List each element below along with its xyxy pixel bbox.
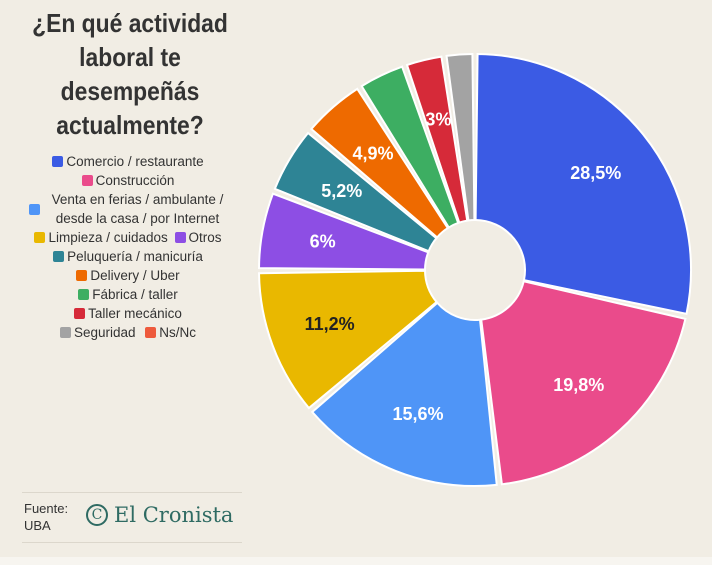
legend-item-construccion: Construcción <box>81 173 175 188</box>
el-cronista-logo: C El Cronista <box>86 503 233 527</box>
slice-label-venta-en-ferias-ambulante-desde-la-casa-por-internet: 15,6% <box>393 404 444 424</box>
legend-swatch <box>145 327 157 338</box>
legend-label: Venta en ferias / ambulante / desde la c… <box>51 192 224 226</box>
slice-delivery-uber <box>309 87 450 239</box>
legend-label: Comercio / restaurante <box>66 154 204 169</box>
legend-swatch <box>52 156 64 167</box>
slice-label-otros: 6% <box>310 231 336 251</box>
legend-label: Seguridad <box>73 325 136 340</box>
slice-construccion <box>480 280 687 486</box>
legend-item-nsnc: Ns/Nc <box>139 325 196 340</box>
chart-title: ¿En qué actividad laboral te desempeñás … <box>32 8 228 140</box>
legend-item-delivery: Delivery / Uber <box>76 268 180 283</box>
slice-label-limpieza-cuidados: 11,2% <box>305 314 355 334</box>
legend-label: Ns/Nc <box>159 325 197 340</box>
source-value: UBA <box>24 518 51 533</box>
legend: Comercio / restaurante Construcción Vent… <box>14 152 242 342</box>
legend-label: Limpieza / cuidados <box>48 230 168 245</box>
slice-label-comercio-restaurante: 28,5% <box>570 163 621 183</box>
legend-item-taller: Taller mecánico <box>74 306 182 321</box>
legend-label: Construcción <box>95 173 175 188</box>
footer-divider <box>22 542 242 543</box>
slice-label-construccion: 19,8% <box>553 375 604 395</box>
source-label: Fuente: <box>24 501 69 516</box>
legend-item-venta: Venta en ferias / ambulante / desde la c… <box>14 190 242 228</box>
legend-swatch <box>76 270 88 281</box>
logo-text: El Cronista <box>114 503 234 527</box>
legend-item-otros: Otros <box>172 230 222 245</box>
legend-label: Taller mecánico <box>88 306 182 321</box>
footer-divider <box>22 492 242 493</box>
legend-swatch <box>59 327 71 338</box>
slice-venta-en-ferias-ambulante-desde-la-casa-por-internet <box>310 301 498 487</box>
slice-taller-mecanico <box>405 55 469 224</box>
legend-label: Delivery / Uber <box>90 268 180 283</box>
bottom-strip <box>0 557 712 565</box>
cronista-c-icon: C <box>86 504 108 526</box>
legend-swatch <box>78 289 90 300</box>
source: Fuente: UBA <box>24 500 84 534</box>
slice-peluqueria-manicuria <box>273 131 438 253</box>
legend-item-fabrica: Fábrica / taller <box>78 287 178 302</box>
slice-label-delivery-uber: 4,9% <box>353 143 394 163</box>
legend-item-seguridad: Seguridad <box>59 325 136 340</box>
slice-otros <box>257 192 430 271</box>
legend-swatch <box>34 232 46 243</box>
slice-label-peluqueria-manicuria: 5,2% <box>321 181 362 201</box>
legend-label: Otros <box>188 230 222 245</box>
legend-swatch <box>74 308 86 319</box>
slice-comercio-restaurante <box>474 53 692 316</box>
legend-item-comercio: Comercio / restaurante <box>52 154 204 169</box>
legend-item-peluqueria: Peluquería / manicuría <box>53 249 203 264</box>
legend-swatch <box>28 203 40 215</box>
slice-fabrica-taller <box>360 65 460 229</box>
legend-swatch <box>81 175 93 186</box>
legend-item-limpieza: Limpieza / cuidados <box>34 230 168 245</box>
legend-label: Fábrica / taller <box>92 287 178 302</box>
slice-label-taller-mecanico: 3% <box>425 109 451 129</box>
slices-group <box>257 53 692 487</box>
legend-swatch <box>174 232 186 243</box>
labels-group: 28,5% 19,8% 15,6% 11,2% 6% 5,2% 4,9% 3% <box>305 109 622 424</box>
legend-label: Peluquería / manicuría <box>67 249 203 264</box>
legend-swatch <box>53 251 65 262</box>
slice-limpieza-cuidados <box>258 269 438 410</box>
slice-seguridad <box>445 53 476 222</box>
